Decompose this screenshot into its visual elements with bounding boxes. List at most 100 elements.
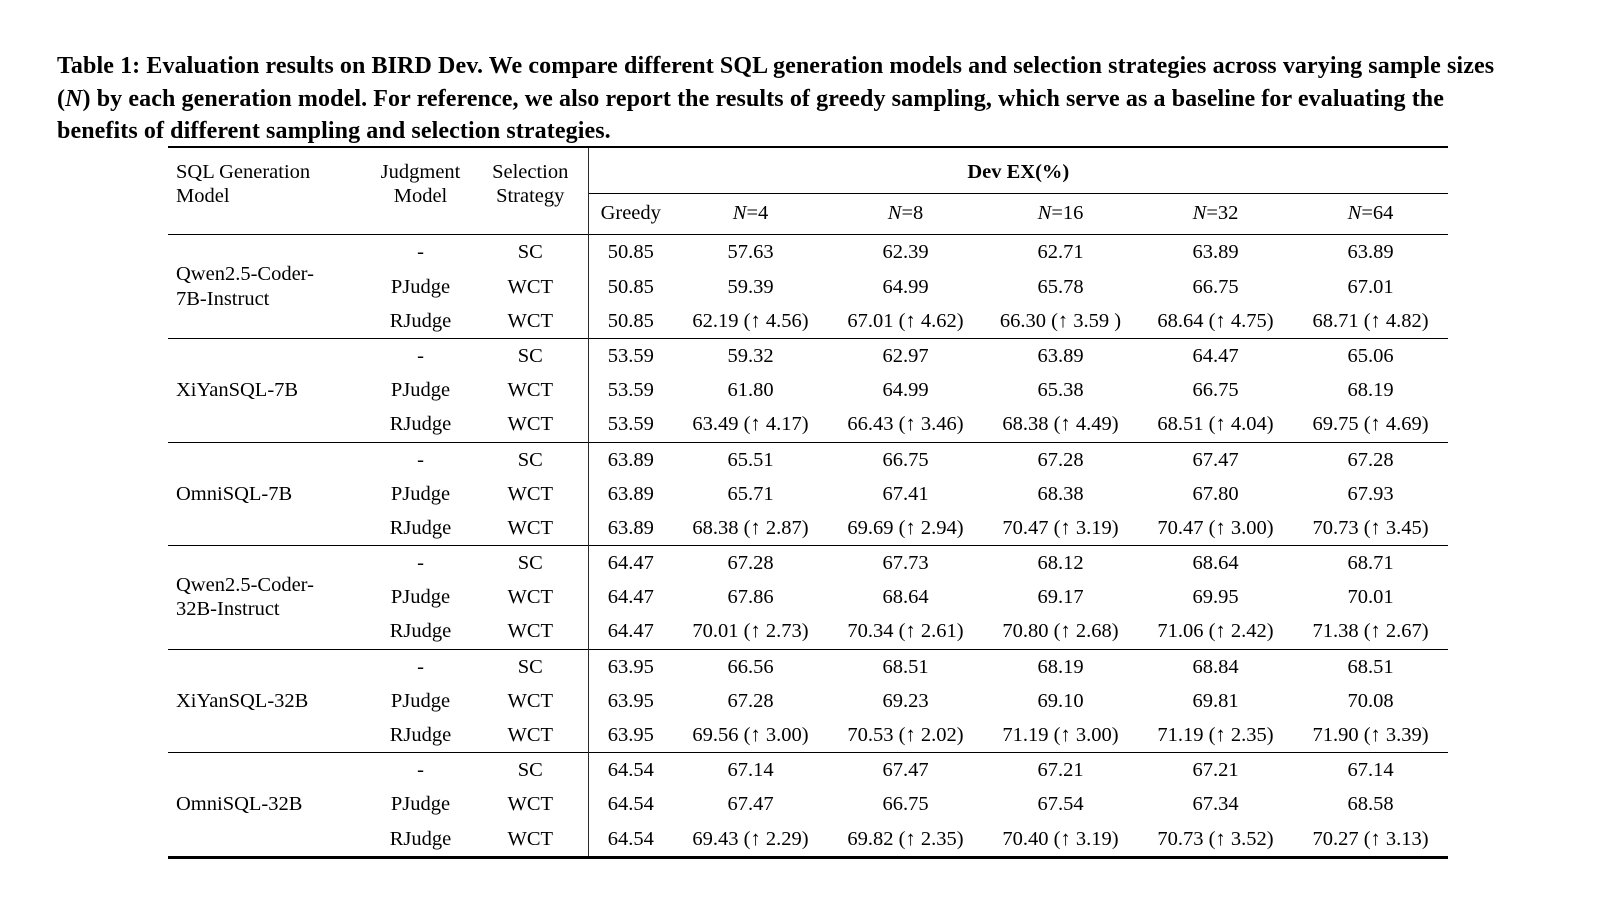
dev-ex-n8-cell: 64.99 bbox=[882, 379, 929, 402]
table-row: RJudge WCT 64.54 69.43 (↑ 2.29) 69.82 (↑ 2.3… bbox=[168, 821, 1448, 858]
dev-ex-n64-cell: 71.90 (↑ 3.39) bbox=[1312, 724, 1429, 746]
dev-ex-greedy-cell: 64.47 bbox=[588, 545, 673, 581]
dev-ex-n4-cell: 59.32 bbox=[673, 337, 828, 374]
dev-ex-n4-cell: 57.63 bbox=[673, 234, 828, 270]
n-symbol: N bbox=[1347, 202, 1362, 225]
dev-ex-greedy-cell: 53.59 bbox=[607, 413, 654, 436]
n-value: =4 bbox=[746, 202, 769, 225]
dev-ex-n32-cell: 68.64 bbox=[1138, 545, 1293, 581]
dev-ex-n8-cell: 62.97 bbox=[828, 337, 983, 374]
selection-strategy-cell: WCT bbox=[473, 614, 589, 650]
dev-ex-n32-cell: 71.19 (↑ 2.35) bbox=[1157, 724, 1274, 746]
dev-ex-n32-cell: 69.95 bbox=[1192, 586, 1239, 609]
dev-ex-n8-cell: 70.53 (↑ 2.02) bbox=[847, 724, 964, 746]
dev-ex-n64-cell: 68.71 (↑ 4.82) bbox=[1312, 309, 1429, 332]
dev-ex-n16-cell: 71.19 (↑ 3.00) bbox=[1002, 724, 1119, 746]
table-body: Qwen2.5-Coder- 7B-Instruct - SC 50.85 57.63 62… bbox=[168, 234, 1449, 858]
column-header-judgment-model: Judgment Model bbox=[380, 161, 461, 208]
dev-ex-n16-cell: 67.28 bbox=[983, 441, 1138, 477]
dev-ex-n32-cell: 66.75 bbox=[1192, 379, 1239, 402]
column-header-dev-ex: Dev EX(%) bbox=[588, 147, 1449, 195]
selection-strategy-cell: SC bbox=[473, 752, 589, 788]
dev-ex-greedy-cell: 63.89 bbox=[607, 516, 654, 539]
table-caption: Table 1: Evaluation results on BIRD Dev.… bbox=[57, 50, 1519, 148]
selection-strategy-cell: WCT bbox=[473, 510, 589, 546]
selection-strategy-cell: WCT bbox=[473, 269, 589, 304]
n-value: =64 bbox=[1361, 202, 1394, 225]
model-name-line: XiYanSQL-7B bbox=[176, 379, 299, 402]
dev-ex-n8-cell: 69.23 bbox=[882, 689, 929, 712]
dev-ex-n32-cell: 67.80 bbox=[1192, 482, 1239, 505]
dev-ex-n64-cell: 67.01 bbox=[1347, 275, 1394, 298]
dev-ex-n16-cell: 65.38 bbox=[1037, 379, 1084, 402]
dev-ex-n8-cell: 66.75 bbox=[882, 793, 929, 816]
dev-ex-n8-cell: 67.47 bbox=[828, 752, 983, 788]
judgment-model-cell: - bbox=[368, 752, 473, 788]
judgment-model-cell: - bbox=[368, 648, 473, 684]
dev-ex-n16-cell: 70.80 (↑ 2.68) bbox=[1002, 620, 1119, 643]
column-header-greedy: Greedy bbox=[600, 202, 661, 225]
n-symbol: N bbox=[887, 202, 902, 225]
table-row: Qwen2.5-Coder- 7B-Instruct - SC 50.85 57.63 62… bbox=[168, 234, 1449, 339]
table-row: PJudge WCT 63.89 65.71 67.41 68.38 67.80 67.93 bbox=[168, 476, 1448, 511]
selection-strategy-cell: SC bbox=[473, 441, 589, 477]
dev-ex-n8-cell: 69.82 (↑ 2.35) bbox=[847, 827, 964, 850]
n-symbol: N bbox=[1037, 202, 1052, 225]
dev-ex-n64-cell: 70.08 bbox=[1347, 689, 1394, 712]
dev-ex-n4-cell: 59.39 bbox=[727, 275, 774, 298]
table-row: PJudge WCT 50.85 59.39 64.99 65.78 66.75 67.01 bbox=[168, 269, 1448, 304]
n-symbol: N bbox=[1192, 202, 1207, 225]
column-header-n8: N=8 bbox=[828, 194, 983, 235]
model-name-line: 7B-Instruct bbox=[176, 287, 270, 310]
judgment-model-cell: RJudge bbox=[389, 413, 452, 436]
table-row: PJudge WCT 64.54 67.47 66.75 67.54 67.34 68.58 bbox=[168, 787, 1448, 822]
dev-ex-n16-cell: 70.47 (↑ 3.19) bbox=[1002, 516, 1119, 539]
model-name: Qwen2.5-Coder- 7B-Instruct bbox=[168, 234, 368, 339]
table-row: PJudge WCT 63.95 67.28 69.23 69.10 69.81 70.08 bbox=[168, 683, 1448, 718]
dev-ex-n64-cell: 71.38 (↑ 2.67) bbox=[1312, 620, 1429, 643]
dev-ex-n32-cell: 67.47 bbox=[1138, 441, 1293, 477]
n-value: =8 bbox=[901, 202, 924, 225]
table-row: RJudge WCT 63.89 68.38 (↑ 2.87) 69.69 (↑ 2.9… bbox=[168, 510, 1448, 546]
dev-ex-n4-cell: 69.56 (↑ 3.00) bbox=[692, 724, 809, 746]
dev-ex-n4-cell: 69.43 (↑ 2.29) bbox=[692, 827, 809, 850]
judgment-model-cell: PJudge bbox=[390, 482, 451, 505]
judgment-model-cell: - bbox=[368, 234, 473, 270]
caption-text-part1: Table 1: Evaluation results on BIRD Dev.… bbox=[57, 53, 1495, 112]
column-header-sql-generation-model: SQL Generation Model bbox=[176, 161, 311, 208]
n-symbol: N bbox=[732, 202, 747, 225]
selection-strategy-cell: SC bbox=[473, 648, 589, 684]
dev-ex-n32-cell: 68.84 bbox=[1138, 648, 1293, 684]
judgment-model-cell: PJudge bbox=[390, 379, 451, 402]
dev-ex-n64-cell: 68.51 bbox=[1293, 648, 1449, 684]
dev-ex-n32-cell: 64.47 bbox=[1138, 337, 1293, 374]
column-header-selection-strategy: Selection Strategy bbox=[473, 147, 589, 235]
selection-strategy-cell: WCT bbox=[473, 718, 589, 753]
judgment-model-cell: PJudge bbox=[390, 275, 451, 298]
dev-ex-greedy-cell: 63.95 bbox=[607, 724, 654, 746]
dev-ex-n16-cell: 68.38 (↑ 4.49) bbox=[1002, 413, 1119, 436]
dev-ex-n64-cell: 70.27 (↑ 3.13) bbox=[1312, 827, 1429, 850]
dev-ex-n16-cell: 69.17 bbox=[1037, 586, 1084, 609]
model-name-line: 32B-Instruct bbox=[176, 598, 280, 621]
dev-ex-greedy-cell: 63.89 bbox=[588, 441, 673, 477]
table-row: RJudge WCT 53.59 63.49 (↑ 4.17) 66.43 (↑ 3.4… bbox=[168, 407, 1448, 442]
dev-ex-n32-cell: 66.75 bbox=[1192, 275, 1239, 298]
caption-text-part2: ) by each generation model. For referenc… bbox=[57, 85, 1444, 145]
dev-ex-n32-cell: 63.89 bbox=[1138, 234, 1293, 270]
dev-ex-n16-cell: 69.10 bbox=[1037, 689, 1084, 712]
dev-ex-greedy-cell: 50.85 bbox=[607, 275, 654, 298]
judgment-model-cell: PJudge bbox=[390, 793, 451, 816]
dev-ex-greedy-cell: 64.54 bbox=[588, 752, 673, 788]
dev-ex-n8-cell: 67.41 bbox=[882, 482, 929, 505]
caption-n-symbol: N bbox=[65, 85, 83, 112]
dev-ex-n4-cell: 62.19 (↑ 4.56) bbox=[692, 309, 809, 332]
table-row: XiYanSQL-32B - SC 63.95 66.56 68.51 68.19 68.84… bbox=[168, 648, 1449, 753]
model-name: XiYanSQL-7B bbox=[168, 337, 368, 442]
dev-ex-n32-cell: 68.64 (↑ 4.75) bbox=[1157, 309, 1274, 332]
dev-ex-n8-cell: 68.64 bbox=[882, 586, 929, 609]
dev-ex-n32-cell: 71.06 (↑ 2.42) bbox=[1157, 620, 1274, 643]
judgment-model-cell: RJudge bbox=[389, 724, 452, 746]
dev-ex-n4-cell: 61.80 bbox=[727, 379, 774, 402]
